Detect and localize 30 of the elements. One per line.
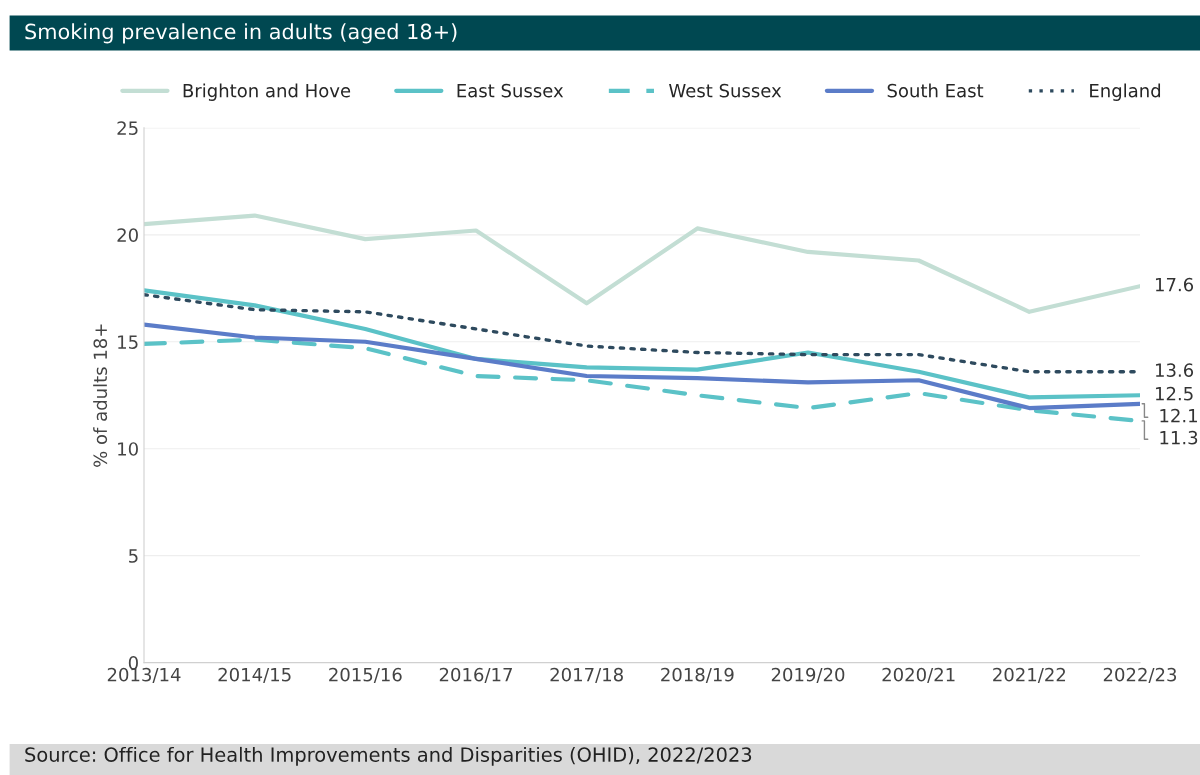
x-tick-label: 2021/22 bbox=[993, 667, 1066, 683]
x-tick-label: 2017/18 bbox=[550, 667, 623, 683]
line-series bbox=[144, 288, 1140, 400]
y-tick-label: 25 bbox=[117, 121, 138, 135]
legend-label: England bbox=[1090, 83, 1161, 101]
data-label: 11.3 bbox=[1160, 430, 1198, 445]
legend-label: South East bbox=[887, 83, 984, 98]
line-series bbox=[144, 322, 1140, 411]
data-label: 13.6 bbox=[1155, 363, 1194, 377]
source-note: Source: Office for Health Improvements and Disparities (OHID), 2022/2023 bbox=[25, 746, 752, 766]
legend-label: West Sussex bbox=[669, 83, 782, 98]
y-tick-label: 5 bbox=[129, 549, 138, 563]
x-tick-label: 2022/23 bbox=[1103, 667, 1177, 683]
x-tick-label: 2018/19 bbox=[661, 667, 734, 683]
data-label: 12.1 bbox=[1160, 408, 1197, 423]
data-label: 17.6 bbox=[1155, 277, 1194, 292]
x-tick-label: 2020/21 bbox=[882, 667, 955, 683]
x-tick-label: 2015/16 bbox=[329, 667, 402, 683]
legend-label: Brighton and Hove bbox=[183, 83, 351, 101]
y-axis-title: % of adults 18+ bbox=[93, 324, 108, 467]
x-tick-label: 2019/20 bbox=[771, 667, 845, 683]
legend-label: East Sussex bbox=[457, 83, 564, 98]
y-tick-label: 20 bbox=[117, 228, 138, 242]
chart-title: Smoking prevalence in adults (aged 18+) bbox=[25, 23, 457, 44]
x-tick-label: 2016/17 bbox=[439, 667, 512, 683]
data-label: 12.5 bbox=[1155, 386, 1193, 401]
x-tick-label: 2014/15 bbox=[218, 667, 291, 683]
y-tick-label: 10 bbox=[118, 442, 138, 456]
line-series bbox=[144, 213, 1140, 314]
y-tick-label: 15 bbox=[118, 335, 138, 349]
